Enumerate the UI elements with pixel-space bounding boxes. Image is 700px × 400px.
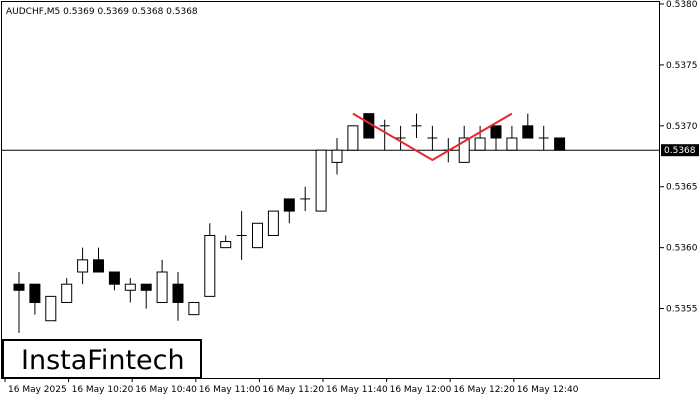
candle-23	[379, 119, 390, 151]
candle-body-29	[474, 137, 486, 151]
candle-17	[283, 198, 295, 224]
candle-body-2	[45, 295, 57, 322]
candle-body-17	[283, 198, 295, 212]
x-tick-label-0: 16 May 2025	[8, 385, 67, 395]
plot-frame	[1, 1, 660, 379]
chart-title: AUDCHF,M5 0.5369 0.5369 0.5368 0.5368	[6, 7, 198, 17]
y-axis: 0.5355 0.5360 0.5365 0.5370 0.5375 0.5380	[660, 0, 698, 315]
candle-body-31	[506, 137, 518, 151]
candle-5	[93, 247, 104, 273]
y-tick-label-4: 0.5375	[666, 61, 698, 71]
x-axis: 16 May 2025 16 May 10:20 16 May 10:40 16 Ma…	[4, 378, 579, 395]
candle-body-16	[267, 210, 279, 236]
x-tick-label-8: 16 May 12:40	[517, 385, 579, 395]
y-tick-label-2: 0.5365	[666, 183, 698, 193]
candle-26	[427, 125, 438, 151]
y-tick-label-5: 0.5380	[666, 0, 698, 10]
candle-body-5	[93, 259, 104, 273]
candle-13	[220, 235, 232, 249]
candle-2	[45, 295, 57, 322]
candle-body-21	[347, 125, 359, 151]
candle-18	[300, 186, 311, 212]
candle-30	[490, 125, 502, 151]
candle-25	[411, 113, 422, 139]
candle-body-15	[252, 222, 263, 249]
candle-24	[395, 125, 406, 151]
candle-3	[61, 278, 73, 303]
x-tick-label-5: 16 May 11:40	[326, 385, 388, 395]
candle-16	[267, 210, 279, 236]
candle-body-10	[172, 283, 184, 303]
candle-body-19	[315, 149, 327, 212]
candle-29	[474, 125, 486, 151]
candle-body-30	[490, 125, 502, 139]
candle-8	[140, 283, 152, 309]
candle-body-0	[13, 283, 25, 291]
y-tick-label-3: 0.5370	[666, 122, 698, 132]
candle-12	[204, 223, 216, 297]
candle-33	[538, 125, 549, 151]
candle-31	[506, 125, 518, 151]
candle-19	[315, 149, 327, 212]
candle-1	[29, 283, 41, 315]
candle-body-20	[331, 149, 343, 163]
candle-body-12	[204, 234, 216, 297]
candle-28	[458, 125, 470, 163]
candle-4	[77, 247, 89, 285]
candle-body-8	[140, 283, 152, 291]
x-tick-label-4: 16 May 11:20	[262, 385, 324, 395]
candle-0	[13, 272, 25, 333]
candle-body-3	[61, 283, 73, 303]
candle-7	[124, 278, 136, 303]
candle-body-6	[108, 271, 120, 285]
candle-9	[156, 259, 168, 303]
y-tick-label-0: 0.5355	[666, 305, 698, 315]
logo-text: InstaFintech	[21, 345, 185, 376]
candle-21	[347, 125, 359, 151]
x-tick-label-1: 16 May 10:20	[72, 385, 134, 395]
candle-15	[252, 222, 263, 249]
candle-20	[331, 138, 343, 175]
candle-body-32	[522, 125, 534, 139]
candle-body-1	[29, 283, 41, 303]
candle-11	[188, 301, 200, 316]
candle-body-28	[458, 137, 470, 163]
candles	[13, 113, 566, 333]
candle-6	[108, 271, 120, 291]
candle-body-11	[188, 301, 200, 316]
candle-body-7	[124, 283, 136, 291]
candle-34	[554, 137, 566, 151]
current-price-label: 0.5368	[661, 144, 699, 157]
current-price-value: 0.5368	[664, 146, 696, 156]
candle-body-4	[77, 259, 89, 273]
candle-body-9	[156, 271, 168, 303]
x-tick-label-2: 16 May 10:40	[135, 385, 197, 395]
candle-14	[236, 211, 247, 260]
double-top-pattern-line	[352, 112, 513, 162]
x-tick-label-7: 16 May 12:20	[453, 385, 515, 395]
candle-10	[172, 272, 184, 321]
y-tick-label-1: 0.5360	[666, 244, 698, 254]
instaforex-logo: InstaFintech	[2, 339, 202, 379]
candle-32	[522, 113, 534, 139]
x-tick-label-3: 16 May 11:00	[199, 385, 261, 395]
candle-body-13	[220, 241, 232, 249]
candle-body-34	[554, 137, 566, 151]
x-tick-label-6: 16 May 12:00	[390, 385, 452, 395]
